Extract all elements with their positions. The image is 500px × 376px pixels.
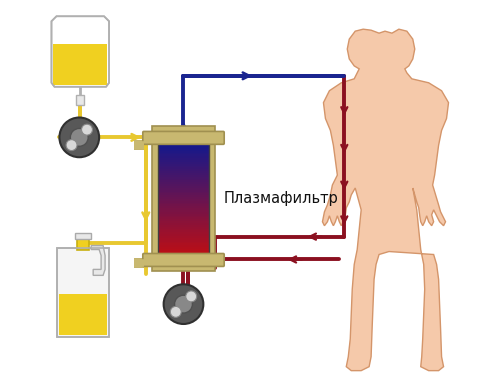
Bar (158, 158, 210, 161)
Bar (158, 240, 210, 242)
Bar (158, 215, 210, 218)
Bar (158, 232, 210, 235)
Bar (158, 199, 210, 202)
Bar (158, 206, 210, 209)
Bar (158, 205, 210, 207)
Circle shape (170, 306, 181, 317)
Circle shape (82, 124, 92, 135)
FancyBboxPatch shape (143, 253, 224, 267)
Bar (158, 208, 210, 211)
Bar (158, 145, 210, 148)
Bar (54, 44, 107, 85)
Circle shape (164, 284, 203, 324)
Bar (158, 230, 210, 233)
Bar (158, 234, 210, 237)
Bar (158, 249, 210, 252)
Bar (158, 201, 210, 203)
Bar (58, 247, 109, 337)
Circle shape (186, 291, 196, 302)
Bar (158, 167, 210, 170)
Bar (158, 188, 210, 191)
Bar (158, 219, 210, 222)
Bar (158, 151, 210, 153)
Text: Плазмафильтр: Плазмафильтр (223, 191, 338, 206)
Bar (158, 169, 210, 172)
Bar (158, 149, 210, 152)
Bar (158, 162, 210, 165)
Bar (158, 193, 210, 196)
Bar (60, 294, 107, 335)
Bar (76, 95, 84, 105)
Bar (158, 247, 210, 250)
Bar (158, 175, 210, 177)
Bar (158, 156, 210, 159)
Bar (158, 253, 210, 255)
Bar (158, 155, 210, 157)
Bar (158, 143, 210, 146)
Bar (158, 203, 210, 205)
Circle shape (70, 129, 88, 146)
Bar (158, 153, 210, 155)
Bar (158, 191, 210, 194)
Bar (158, 212, 210, 215)
Bar (158, 251, 210, 253)
Bar (158, 223, 210, 226)
Bar (158, 227, 210, 229)
Bar (158, 177, 210, 179)
Bar (158, 214, 210, 217)
Bar (76, 233, 91, 239)
Polygon shape (322, 29, 448, 371)
Bar (158, 217, 210, 220)
Bar (158, 238, 210, 241)
Circle shape (60, 118, 99, 157)
Bar (158, 164, 210, 166)
Bar (158, 210, 210, 213)
Bar (158, 195, 210, 198)
Bar (158, 243, 210, 246)
Bar (158, 236, 210, 239)
Circle shape (66, 139, 77, 150)
Bar (158, 180, 210, 183)
Bar (158, 179, 210, 181)
Bar (158, 165, 210, 168)
Polygon shape (52, 16, 109, 87)
Bar (158, 143, 210, 255)
Bar (158, 171, 210, 174)
Bar (78, 238, 89, 250)
Bar (158, 245, 210, 248)
Bar (158, 241, 210, 244)
Bar (158, 173, 210, 176)
Bar (158, 225, 210, 227)
Bar (158, 190, 210, 192)
FancyBboxPatch shape (143, 132, 224, 144)
Bar (158, 229, 210, 231)
Bar (158, 197, 210, 200)
Bar (58, 247, 109, 337)
Bar (152, 126, 216, 271)
Polygon shape (91, 246, 105, 275)
Bar (158, 221, 210, 224)
Bar (158, 184, 210, 187)
Bar (158, 186, 210, 189)
Circle shape (174, 295, 192, 313)
Bar (158, 182, 210, 185)
Bar (158, 160, 210, 163)
Bar (158, 147, 210, 150)
